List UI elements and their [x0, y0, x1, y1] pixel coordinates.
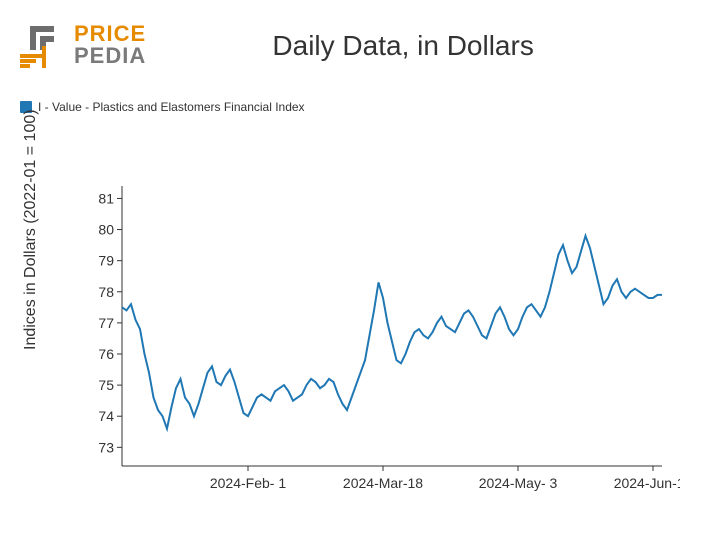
- svg-text:2024-Mar-18: 2024-Mar-18: [343, 475, 423, 491]
- legend-label: I - Value - Plastics and Elastomers Fina…: [38, 100, 305, 114]
- svg-text:74: 74: [98, 408, 114, 424]
- chart-area: 73 74 75 76 77 78 79 80 81 2024-Feb- 1 2024-Mar-18…: [70, 180, 680, 520]
- legend: I - Value - Plastics and Elastomers Fina…: [20, 100, 692, 114]
- svg-text:76: 76: [98, 346, 114, 362]
- svg-text:81: 81: [98, 190, 114, 206]
- svg-text:77: 77: [98, 315, 114, 331]
- page-root: PRICE PEDIA Daily Data, in Dollars I - V…: [0, 0, 712, 555]
- logo-glyph: [20, 22, 66, 68]
- svg-text:75: 75: [98, 377, 114, 393]
- svg-text:80: 80: [98, 222, 114, 238]
- svg-text:2024-Feb- 1: 2024-Feb- 1: [210, 475, 286, 491]
- svg-text:78: 78: [98, 284, 114, 300]
- svg-text:2024-May- 3: 2024-May- 3: [479, 475, 558, 491]
- svg-text:2024-Jun-18: 2024-Jun-18: [614, 475, 680, 491]
- svg-text:73: 73: [98, 439, 114, 455]
- chart-title: Daily Data, in Dollars: [114, 30, 692, 62]
- header: PRICE PEDIA Daily Data, in Dollars: [20, 16, 692, 88]
- svg-text:79: 79: [98, 253, 114, 269]
- line-chart: 73 74 75 76 77 78 79 80 81 2024-Feb- 1 2024-Mar-18…: [70, 180, 680, 520]
- y-axis-label: Indices in Dollars (2022-01 = 100): [22, 109, 40, 350]
